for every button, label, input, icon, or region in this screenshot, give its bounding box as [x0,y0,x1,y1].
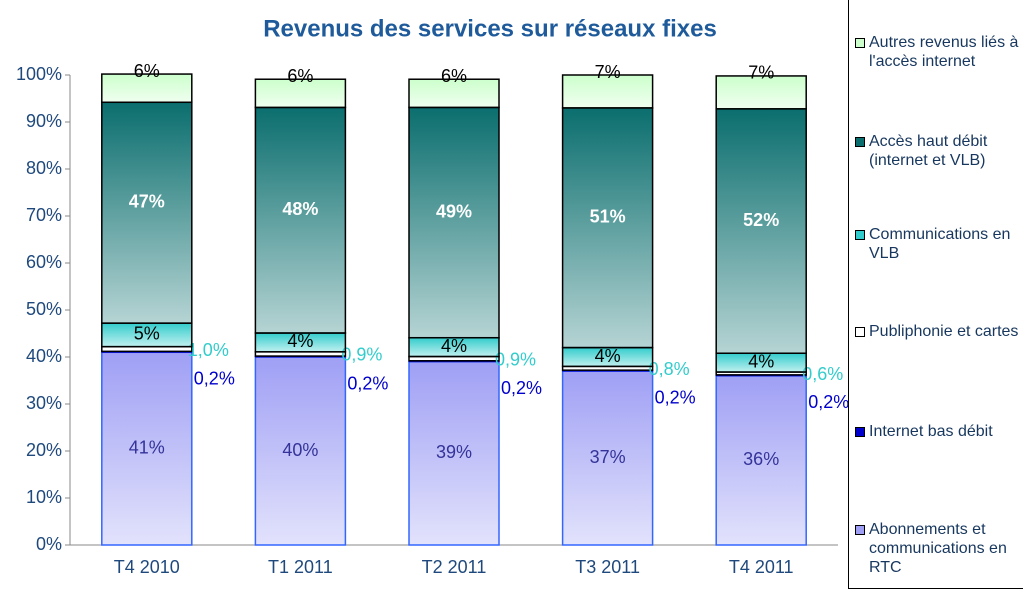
y-tick-label: 0% [36,534,62,554]
value-label: 40% [282,440,318,460]
bar-segment [715,75,807,110]
y-tick-label: 50% [26,299,62,319]
bar-segment [101,101,193,324]
value-label: 0,9% [495,349,536,369]
legend-label: Internet bas débit [869,423,993,440]
y-tick-label: 100% [16,64,62,84]
x-tick-label: T4 2011 [729,557,794,577]
value-label: 4% [595,346,621,366]
legend-label: Communications en VLB [869,226,1011,262]
value-label: 0,6% [802,364,843,384]
value-label: 51% [590,207,626,227]
bar-segment [561,370,654,546]
legend-label: Autres revenus liés à l'accès internet [869,34,1019,70]
bar-segment [254,106,347,334]
y-tick-label: 60% [26,252,62,272]
value-label: 0,2% [347,373,388,393]
x-tick-label: T4 2010 [114,557,180,577]
bar-segment [254,78,347,109]
value-label: 39% [436,442,472,462]
value-label: 7% [595,62,621,82]
value-label: 36% [743,449,779,469]
value-label: 37% [590,447,626,467]
y-tick-label: 30% [26,393,62,413]
legend-label: Publiphonie et cartes [869,323,1019,340]
chart-title: Revenus des services sur réseaux fixes [263,15,717,42]
bar-segment [408,106,500,339]
value-label: 52% [743,210,779,230]
y-tick-label: 10% [26,487,62,507]
legend-item: Communications en VLB [855,225,1021,263]
legend-item: Accès haut débit (internet et VLB) [855,132,1021,170]
legend-swatch [855,427,865,437]
bar-segment [561,74,654,109]
value-label: 7% [748,63,774,83]
x-tick-label: T3 2011 [575,557,640,577]
value-label: 4% [287,331,313,351]
legend-swatch [855,137,865,147]
y-tick-label: 40% [26,346,62,366]
y-tick-label: 80% [26,158,62,178]
legend-swatch [855,230,865,240]
x-tick-label: T2 2011 [422,557,487,577]
bar-segment [101,351,193,546]
value-label: 48% [282,199,318,219]
chart: Revenus des services sur réseaux fixes 0… [16,15,848,577]
legend-label: Accès haut débit (internet et VLB) [869,133,988,169]
value-label: 0,2% [501,378,542,398]
y-tick-label: 20% [26,440,62,460]
bar-segment [254,356,347,546]
value-label: 0,9% [341,345,382,365]
value-label: 6% [134,61,160,81]
x-tick-label: T1 2011 [268,557,333,577]
legend-item: Publiphonie et cartes [855,322,1021,341]
value-label: 6% [441,66,467,86]
value-label: 0,2% [194,369,235,389]
legend: Abonnements et communications en RTC Inte… [848,0,1023,589]
y-tick-label: 70% [26,205,62,225]
value-label: 0,8% [649,359,690,379]
legend-swatch [855,38,865,48]
legend-label: Abonnements et communications en RTC [869,521,1007,576]
value-label: 41% [129,437,165,457]
value-label: 4% [441,336,467,356]
value-label: 47% [129,191,165,211]
bar-segment [408,78,500,109]
value-label: 6% [287,66,313,86]
bar-segment [561,107,654,349]
bar-segment [715,108,807,354]
legend-item: Internet bas débit [855,422,1021,441]
value-label: 4% [748,351,774,371]
legend-swatch [855,327,865,337]
value-label: 49% [436,201,472,221]
value-label: 5% [134,324,160,344]
value-label: 0,2% [808,392,848,412]
legend-item: Autres revenus liés à l'accès internet [855,33,1021,71]
y-tick-label: 90% [26,111,62,131]
legend-swatch [855,525,865,535]
value-label: 1,0% [188,340,229,360]
bar-segment [101,73,193,104]
legend-item: Abonnements et communications en RTC [855,520,1021,577]
value-label: 0,2% [655,387,696,407]
